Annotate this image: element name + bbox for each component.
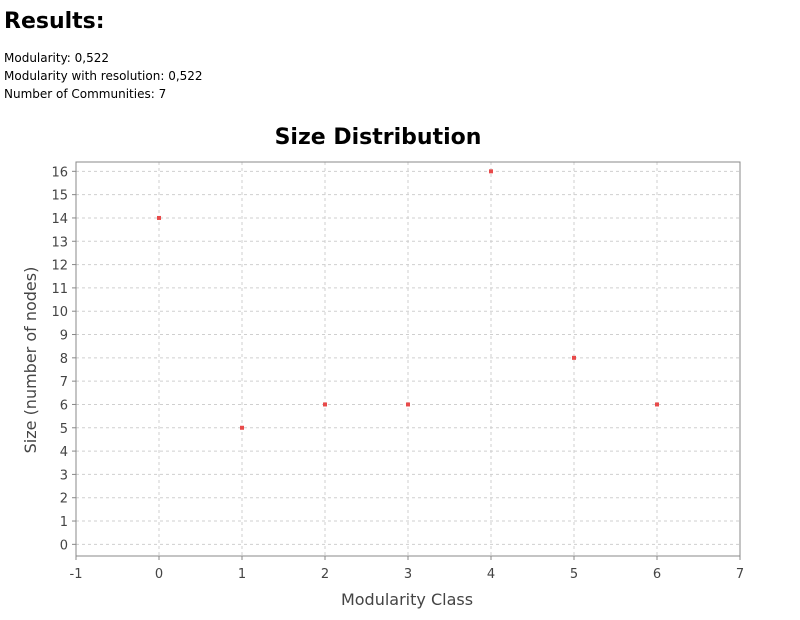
x-tick-label: 1	[238, 567, 246, 582]
y-tick-label: 6	[60, 398, 68, 413]
y-tick-label: 2	[60, 492, 68, 507]
data-point	[323, 402, 327, 407]
results-heading: Results:	[4, 9, 105, 34]
y-tick-label: 7	[60, 375, 68, 390]
data-point	[572, 355, 576, 360]
y-tick-label: 0	[60, 538, 68, 553]
data-point	[489, 169, 493, 174]
modularity-resolution-stat: Modularity with resolution: 0,522	[4, 69, 203, 83]
chart-title: Size Distribution	[275, 125, 482, 150]
data-point	[157, 215, 161, 220]
y-tick-label: 9	[60, 329, 68, 344]
y-tick-label: 15	[51, 189, 68, 204]
x-tick-label: 0	[155, 567, 163, 582]
y-axis-label: Size (number of nodes)	[21, 267, 40, 454]
plot-background	[76, 162, 740, 556]
y-tick-label: 12	[51, 259, 68, 274]
x-tick-label: 4	[487, 567, 495, 582]
x-axis-label: Modularity Class	[341, 590, 473, 609]
x-tick-label: -1	[70, 567, 83, 582]
modularity-stat: Modularity: 0,522	[4, 51, 110, 65]
y-tick-label: 4	[60, 445, 68, 460]
size-distribution-chart: Size Distribution Size (number of nodes)…	[21, 125, 744, 609]
x-tick-label: 3	[404, 567, 412, 582]
x-tick-label: 6	[653, 567, 661, 582]
y-tick-label: 8	[60, 352, 68, 367]
x-tick-label: 7	[736, 567, 744, 582]
y-tick-label: 11	[51, 282, 68, 297]
data-point	[240, 425, 244, 430]
y-tick-label: 5	[60, 422, 68, 437]
y-tick-label: 1	[60, 515, 68, 530]
data-point	[655, 402, 659, 407]
y-tick-label: 16	[51, 165, 68, 180]
x-tick-label: 2	[321, 567, 329, 582]
y-tick-label: 14	[51, 212, 68, 227]
communities-count-stat: Number of Communities: 7	[4, 87, 167, 101]
data-point	[406, 402, 410, 407]
y-tick-label: 13	[51, 235, 68, 250]
results-stats: Modularity: 0,522 Modularity with resolu…	[4, 49, 203, 103]
y-tick-label: 3	[60, 468, 68, 483]
y-tick-label: 10	[51, 305, 68, 320]
x-tick-label: 5	[570, 567, 578, 582]
